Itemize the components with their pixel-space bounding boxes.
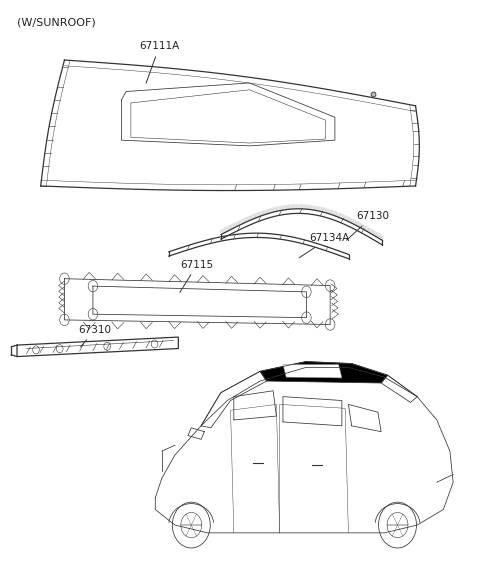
Polygon shape [253, 213, 258, 218]
Polygon shape [270, 208, 275, 213]
Polygon shape [324, 208, 329, 214]
Text: (W/SUNROOF): (W/SUNROOF) [17, 17, 96, 27]
Polygon shape [316, 206, 321, 212]
Polygon shape [349, 218, 355, 224]
Polygon shape [265, 209, 271, 214]
Polygon shape [296, 204, 300, 209]
Polygon shape [219, 228, 225, 235]
Polygon shape [262, 210, 266, 216]
Polygon shape [337, 212, 342, 218]
Polygon shape [341, 214, 347, 220]
Polygon shape [370, 229, 376, 235]
Polygon shape [232, 222, 238, 228]
Polygon shape [304, 205, 308, 209]
Polygon shape [312, 205, 317, 210]
Polygon shape [353, 220, 359, 226]
Text: 67115: 67115 [180, 260, 214, 292]
Polygon shape [236, 220, 242, 226]
Polygon shape [274, 206, 279, 212]
Polygon shape [345, 216, 350, 222]
Polygon shape [374, 231, 380, 238]
Polygon shape [260, 362, 388, 383]
Polygon shape [320, 207, 325, 213]
Text: 67111A: 67111A [139, 42, 180, 83]
Polygon shape [283, 365, 342, 378]
Polygon shape [228, 224, 233, 230]
Polygon shape [361, 224, 367, 231]
Polygon shape [283, 205, 287, 210]
Polygon shape [366, 227, 372, 233]
Polygon shape [378, 234, 384, 240]
Polygon shape [300, 204, 304, 209]
Polygon shape [329, 209, 334, 215]
Text: 67134A: 67134A [299, 233, 349, 258]
Polygon shape [308, 205, 312, 210]
Polygon shape [244, 216, 250, 222]
Polygon shape [291, 204, 296, 209]
Polygon shape [287, 205, 291, 209]
Polygon shape [224, 226, 229, 232]
Text: 67310: 67310 [79, 325, 112, 347]
Polygon shape [358, 222, 363, 228]
Polygon shape [333, 210, 338, 217]
Polygon shape [278, 206, 283, 211]
Polygon shape [257, 211, 263, 217]
Text: 67130: 67130 [347, 212, 389, 240]
Polygon shape [240, 218, 246, 224]
Polygon shape [249, 214, 254, 220]
